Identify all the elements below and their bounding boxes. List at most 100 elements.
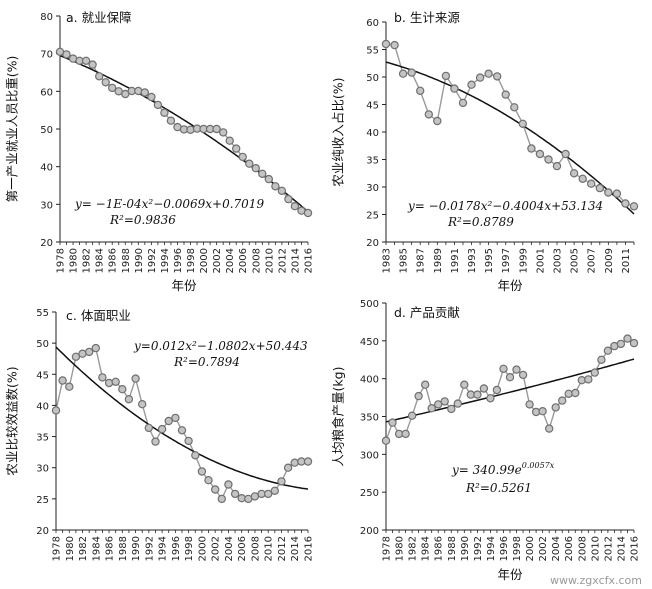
x-tick-label: 1986 <box>434 536 445 561</box>
data-point <box>475 73 485 82</box>
data-point <box>177 426 187 435</box>
x-tick-label: 1998 <box>184 536 195 561</box>
data-point <box>107 83 117 93</box>
x-tick-label: 1986 <box>108 248 119 273</box>
y-tick-label: 40 <box>36 401 49 412</box>
data-point <box>251 163 260 173</box>
data-point <box>604 188 613 197</box>
data-point <box>104 378 114 388</box>
x-tick-label: 2006 <box>237 536 248 561</box>
data-point <box>440 397 449 406</box>
data-point <box>587 179 596 188</box>
data-point <box>458 98 468 108</box>
data-point <box>433 116 442 126</box>
data-point <box>447 404 456 414</box>
y-tick-label: 30 <box>36 464 49 475</box>
x-tick-label: 1989 <box>433 248 444 273</box>
y-tick-label: 50 <box>36 339 49 350</box>
data-point <box>407 411 417 420</box>
data-point <box>171 413 180 423</box>
data-point <box>270 486 279 495</box>
data-point <box>124 395 134 404</box>
x-tick-label: 1991 <box>450 248 461 273</box>
data-point <box>81 56 91 66</box>
x-tick-label: 1997 <box>501 248 512 273</box>
data-point <box>578 174 587 183</box>
data-point <box>492 385 502 395</box>
data-point <box>493 72 502 81</box>
y-tick-label: 300 <box>360 450 379 461</box>
fit-equation-base: y= 340.99e <box>451 463 522 477</box>
x-tick-label: 1994 <box>486 536 497 561</box>
y-axis-title: 第一产业就业人员比重(%) <box>5 56 20 203</box>
y-tick-label: 20 <box>366 238 379 249</box>
y-tick-label: 55 <box>366 46 379 57</box>
x-tick-label: 2014 <box>290 248 301 273</box>
y-tick-label: 200 <box>360 526 379 537</box>
data-point <box>131 374 140 383</box>
x-tick-label: 2002 <box>211 536 222 561</box>
data-point <box>590 368 600 377</box>
data-point <box>407 68 416 77</box>
x-tick-label: 2016 <box>304 248 315 273</box>
x-tick-label: 1982 <box>82 248 93 273</box>
data-point <box>225 136 234 145</box>
data-point <box>518 119 528 129</box>
x-tick-label: 2004 <box>225 248 236 273</box>
y-tick-label: 35 <box>36 433 49 444</box>
data-point <box>629 338 639 348</box>
data-point <box>264 489 273 499</box>
x-tick-label: 2000 <box>197 536 208 561</box>
y-tick-label: 30 <box>366 183 379 194</box>
y-tick-label: 450 <box>360 337 379 348</box>
data-point <box>479 384 489 393</box>
data-point <box>552 161 562 171</box>
data-point <box>271 182 280 191</box>
y-tick-label: 35 <box>366 156 379 167</box>
x-tick-label: 2008 <box>251 248 262 273</box>
data-point <box>416 86 425 96</box>
x-tick-label: 2005 <box>570 248 581 273</box>
x-tick-label: 2002 <box>212 248 223 273</box>
x-tick-label: 1980 <box>69 248 80 273</box>
data-point <box>65 382 74 391</box>
x-tick-label: 2016 <box>630 536 641 561</box>
data-point <box>486 394 495 403</box>
data-point <box>111 377 120 386</box>
y-tick-label: 25 <box>36 495 49 506</box>
fit-equation: y= 340.99e0.0057x <box>451 461 555 477</box>
data-point <box>473 390 482 399</box>
data-point <box>144 423 153 433</box>
data-point <box>204 476 213 485</box>
data-point <box>137 400 147 409</box>
data-point <box>525 400 534 409</box>
data-point <box>78 349 87 358</box>
data-point <box>217 494 226 504</box>
x-tick-label: 2000 <box>525 536 536 561</box>
x-tick-label: 1978 <box>382 536 393 561</box>
y-tick-label: 45 <box>366 101 379 112</box>
y-tick-label: 25 <box>366 211 379 222</box>
data-point <box>151 437 160 446</box>
data-point <box>544 155 553 164</box>
data-point <box>184 436 193 446</box>
chart-panel-b: 20 25 30 35 40 45 50 55 60 1983 1985 1987 1989 1991 19… <box>331 10 639 293</box>
x-tick-label: 1984 <box>95 248 106 273</box>
r-squared: R²=0.7894 <box>173 355 240 369</box>
trend-fit-curve <box>385 61 635 215</box>
x-tick-label: 1978 <box>56 248 67 273</box>
data-point <box>453 399 462 408</box>
data-point <box>197 467 207 476</box>
y-tick-label: 80 <box>40 12 53 23</box>
x-tick-label: 1982 <box>78 536 89 561</box>
x-tick-label: 1998 <box>512 536 523 561</box>
data-point <box>427 404 436 413</box>
data-point <box>160 108 169 118</box>
x-tick-label: 2012 <box>603 536 614 561</box>
data-point <box>166 116 176 125</box>
data-point <box>245 159 254 168</box>
data-point <box>277 186 287 195</box>
data-point <box>290 201 300 211</box>
data-point <box>218 128 228 137</box>
data-point <box>612 189 622 198</box>
